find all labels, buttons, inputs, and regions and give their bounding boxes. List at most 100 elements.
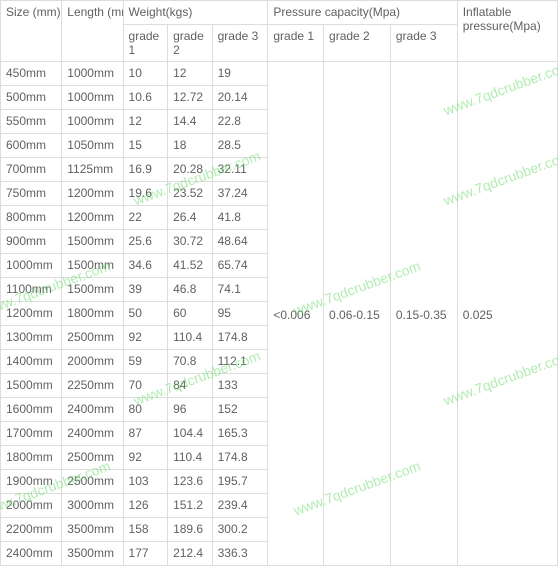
cell-w2: 96 bbox=[168, 398, 213, 422]
cell-w3: 65.74 bbox=[212, 254, 268, 278]
cell-w1: 126 bbox=[123, 494, 168, 518]
cell-w2: 123.6 bbox=[168, 470, 213, 494]
cell-w1: 12 bbox=[123, 110, 168, 134]
cell-size: 800mm bbox=[1, 206, 62, 230]
cell-w3: 195.7 bbox=[212, 470, 268, 494]
cell-size: 500mm bbox=[1, 86, 62, 110]
cell-length: 2400mm bbox=[62, 422, 123, 446]
cell-length: 3500mm bbox=[62, 518, 123, 542]
cell-length: 3500mm bbox=[62, 542, 123, 566]
cell-w3: 95 bbox=[212, 302, 268, 326]
cell-w1: 10.6 bbox=[123, 86, 168, 110]
cell-length: 1200mm bbox=[62, 182, 123, 206]
header-size: Size (mm) bbox=[1, 1, 62, 62]
cell-w3: 28.5 bbox=[212, 134, 268, 158]
cell-w2: 41.52 bbox=[168, 254, 213, 278]
cell-w3: 48.64 bbox=[212, 230, 268, 254]
cell-length: 2400mm bbox=[62, 398, 123, 422]
header-weight-g2: grade 2 bbox=[168, 25, 213, 62]
cell-w2: 84 bbox=[168, 374, 213, 398]
cell-length: 2250mm bbox=[62, 374, 123, 398]
header-pressure-group: Pressure capacity(Mpa) bbox=[268, 1, 457, 25]
cell-w1: 19.6 bbox=[123, 182, 168, 206]
cell-w1: 15 bbox=[123, 134, 168, 158]
cell-length: 1200mm bbox=[62, 206, 123, 230]
cell-length: 3000mm bbox=[62, 494, 123, 518]
cell-w3: 336.3 bbox=[212, 542, 268, 566]
cell-w2: 104.4 bbox=[168, 422, 213, 446]
cell-w2: 20.28 bbox=[168, 158, 213, 182]
cell-w3: 32.11 bbox=[212, 158, 268, 182]
cell-w1: 34.6 bbox=[123, 254, 168, 278]
cell-length: 1000mm bbox=[62, 86, 123, 110]
cell-size: 2000mm bbox=[1, 494, 62, 518]
cell-w2: 18 bbox=[168, 134, 213, 158]
cell-w1: 22 bbox=[123, 206, 168, 230]
cell-w2: 14.4 bbox=[168, 110, 213, 134]
cell-pressure-g2: 0.06-0.15 bbox=[324, 62, 391, 566]
cell-w3: 41.8 bbox=[212, 206, 268, 230]
cell-w3: 239.4 bbox=[212, 494, 268, 518]
table-row: 450mm1000mm101219<0.0060.06-0.150.15-0.3… bbox=[1, 62, 558, 86]
cell-size: 1800mm bbox=[1, 446, 62, 470]
cell-size: 1600mm bbox=[1, 398, 62, 422]
cell-w2: 212.4 bbox=[168, 542, 213, 566]
cell-w2: 70.8 bbox=[168, 350, 213, 374]
cell-w2: 110.4 bbox=[168, 446, 213, 470]
cell-length: 1000mm bbox=[62, 62, 123, 86]
cell-w2: 30.72 bbox=[168, 230, 213, 254]
cell-length: 1500mm bbox=[62, 254, 123, 278]
cell-w1: 16.9 bbox=[123, 158, 168, 182]
cell-size: 1500mm bbox=[1, 374, 62, 398]
cell-w2: 60 bbox=[168, 302, 213, 326]
cell-size: 1300mm bbox=[1, 326, 62, 350]
cell-w2: 12 bbox=[168, 62, 213, 86]
cell-w2: 23.52 bbox=[168, 182, 213, 206]
cell-w1: 70 bbox=[123, 374, 168, 398]
cell-w3: 152 bbox=[212, 398, 268, 422]
cell-w2: 189.6 bbox=[168, 518, 213, 542]
cell-length: 2500mm bbox=[62, 326, 123, 350]
cell-w2: 151.2 bbox=[168, 494, 213, 518]
cell-length: 1000mm bbox=[62, 110, 123, 134]
cell-w3: 165.3 bbox=[212, 422, 268, 446]
cell-size: 900mm bbox=[1, 230, 62, 254]
cell-pressure-g3: 0.15-0.35 bbox=[390, 62, 457, 566]
cell-length: 1800mm bbox=[62, 302, 123, 326]
cell-w2: 110.4 bbox=[168, 326, 213, 350]
cell-w3: 300.2 bbox=[212, 518, 268, 542]
cell-w1: 59 bbox=[123, 350, 168, 374]
header-pressure-g2: grade 2 bbox=[324, 25, 391, 62]
cell-w1: 39 bbox=[123, 278, 168, 302]
header-weight-group: Weight(kgs) bbox=[123, 1, 268, 25]
header-weight-g1: grade 1 bbox=[123, 25, 168, 62]
cell-length: 1050mm bbox=[62, 134, 123, 158]
cell-w1: 177 bbox=[123, 542, 168, 566]
cell-length: 1500mm bbox=[62, 278, 123, 302]
header-length: Length (mm) bbox=[62, 1, 123, 62]
cell-w1: 92 bbox=[123, 326, 168, 350]
cell-size: 750mm bbox=[1, 182, 62, 206]
cell-length: 1125mm bbox=[62, 158, 123, 182]
cell-size: 2400mm bbox=[1, 542, 62, 566]
cell-w1: 87 bbox=[123, 422, 168, 446]
cell-length: 1500mm bbox=[62, 230, 123, 254]
cell-w3: 74.1 bbox=[212, 278, 268, 302]
cell-length: 2500mm bbox=[62, 470, 123, 494]
cell-w1: 25.6 bbox=[123, 230, 168, 254]
cell-w2: 26.4 bbox=[168, 206, 213, 230]
cell-w1: 80 bbox=[123, 398, 168, 422]
cell-size: 550mm bbox=[1, 110, 62, 134]
cell-w3: 20.14 bbox=[212, 86, 268, 110]
cell-w1: 50 bbox=[123, 302, 168, 326]
table-body: 450mm1000mm101219<0.0060.06-0.150.15-0.3… bbox=[1, 62, 558, 566]
spec-table: Size (mm) Length (mm) Weight(kgs) Pressu… bbox=[0, 0, 558, 566]
cell-size: 1700mm bbox=[1, 422, 62, 446]
cell-size: 450mm bbox=[1, 62, 62, 86]
cell-pressure-g1: <0.006 bbox=[268, 62, 324, 566]
cell-w3: 174.8 bbox=[212, 446, 268, 470]
cell-pressure-inflatable: 0.025 bbox=[457, 62, 557, 566]
table-header: Size (mm) Length (mm) Weight(kgs) Pressu… bbox=[1, 1, 558, 62]
cell-w1: 92 bbox=[123, 446, 168, 470]
cell-w3: 174.8 bbox=[212, 326, 268, 350]
